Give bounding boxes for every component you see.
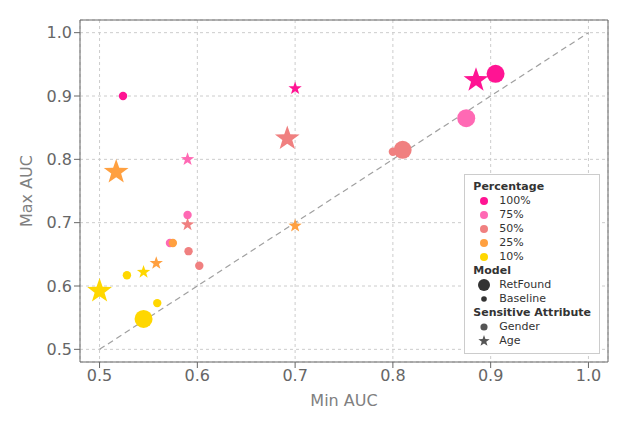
svg-text:0.8: 0.8 [47, 150, 72, 169]
svg-text:0.6: 0.6 [47, 277, 72, 296]
html-text:10%: 10% [499, 250, 524, 263]
html-text:Age: Age [499, 334, 521, 347]
svg-text:Min AUC: Min AUC [310, 391, 377, 410]
html-text:RetFound: RetFound [499, 278, 552, 291]
html-text:Sensitive Attribute: Sensitive Attribute [473, 306, 591, 319]
html-text:75%: 75% [499, 208, 524, 221]
html-text:Model: Model [473, 264, 511, 277]
svg-text:0.7: 0.7 [47, 213, 72, 232]
svg-text:0.9: 0.9 [478, 366, 503, 385]
svg-text:0.7: 0.7 [282, 366, 307, 385]
svg-text:1.0: 1.0 [47, 23, 72, 42]
svg-text:1.0: 1.0 [576, 366, 601, 385]
html-text:25%: 25% [499, 236, 524, 249]
html-text:Baseline: Baseline [499, 292, 546, 305]
svg-text:Max AUC: Max AUC [17, 155, 36, 227]
html-text:Percentage: Percentage [473, 180, 545, 193]
svg-text:0.5: 0.5 [47, 340, 72, 359]
html-text:100%: 100% [499, 194, 531, 207]
svg-text:0.8: 0.8 [380, 366, 405, 385]
html-text:50%: 50% [499, 222, 524, 235]
html-text:Gender: Gender [499, 320, 540, 333]
svg-text:0.9: 0.9 [47, 87, 72, 106]
svg-text:0.6: 0.6 [185, 366, 210, 385]
svg-text:0.5: 0.5 [87, 366, 112, 385]
